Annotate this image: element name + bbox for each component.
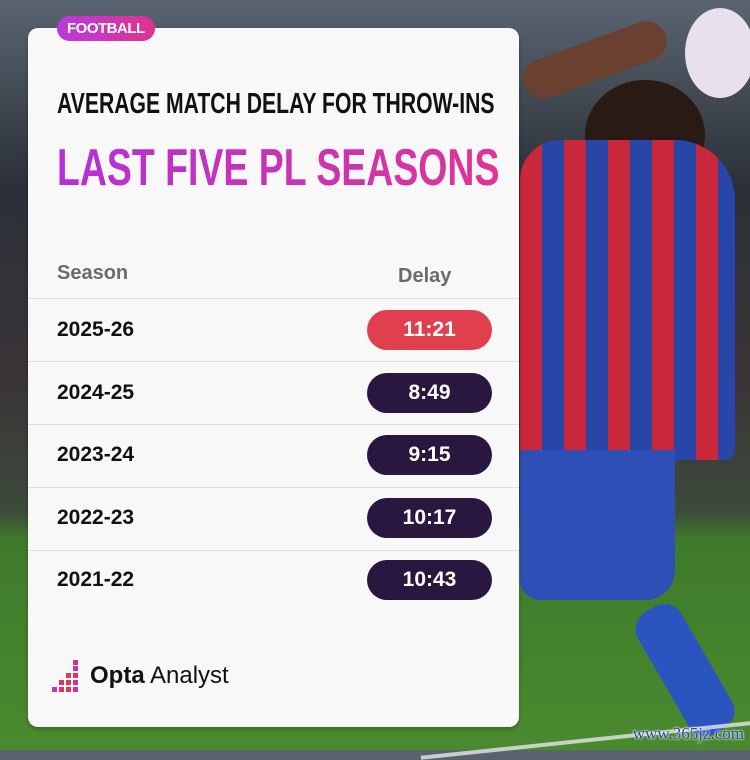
- logo-brand-light: Analyst: [150, 662, 229, 689]
- watermark: www.365jz.com: [632, 724, 744, 743]
- row-divider: [28, 298, 519, 299]
- logo-square: [59, 680, 64, 685]
- delay-pill: 9:15: [367, 435, 492, 475]
- delay-pill: 8:49: [367, 372, 492, 413]
- logo-square: [66, 673, 71, 678]
- season-label: 2021-22: [57, 568, 135, 591]
- logo-square: [73, 673, 78, 678]
- logo-square: [66, 687, 71, 692]
- title: AVERAGE MATCH DELAY FOR THROW-INS: [57, 88, 495, 120]
- delay-pill: 11:21: [367, 310, 492, 350]
- logo-square: [73, 687, 78, 692]
- background-photo-leg: [628, 596, 742, 744]
- background-photo-shirt: [520, 140, 735, 460]
- logo-brand-bold: Opta: [90, 662, 145, 689]
- background-photo-shorts: [520, 450, 675, 600]
- delay-pill: 10:43: [367, 560, 492, 600]
- season-label: 2025-26: [57, 318, 135, 341]
- background-photo-ball: [685, 8, 750, 98]
- row-divider: [28, 550, 519, 551]
- row-divider: [28, 487, 519, 488]
- season-label: 2024-25: [57, 380, 135, 404]
- season-label: 2023-24: [57, 443, 135, 466]
- column-header-season: Season: [57, 262, 129, 284]
- delay-pill: 10:17: [367, 497, 492, 538]
- logo-square: [59, 687, 64, 692]
- logo-square: [73, 680, 78, 685]
- category-tag: FOOTBALL: [57, 16, 155, 41]
- logo-square: [73, 660, 78, 665]
- subtitle: LAST FIVE PL SEASONS: [57, 139, 500, 197]
- opta-logo-icon: [52, 660, 84, 692]
- row-divider: [28, 424, 519, 425]
- opta-analyst-logo: Opta Analyst: [52, 660, 229, 692]
- column-header-delay: Delay: [398, 265, 452, 287]
- logo-square: [66, 680, 71, 685]
- row-divider: [28, 361, 519, 362]
- logo-square: [52, 687, 57, 692]
- season-label: 2022-23: [57, 505, 135, 529]
- logo-square: [73, 666, 78, 671]
